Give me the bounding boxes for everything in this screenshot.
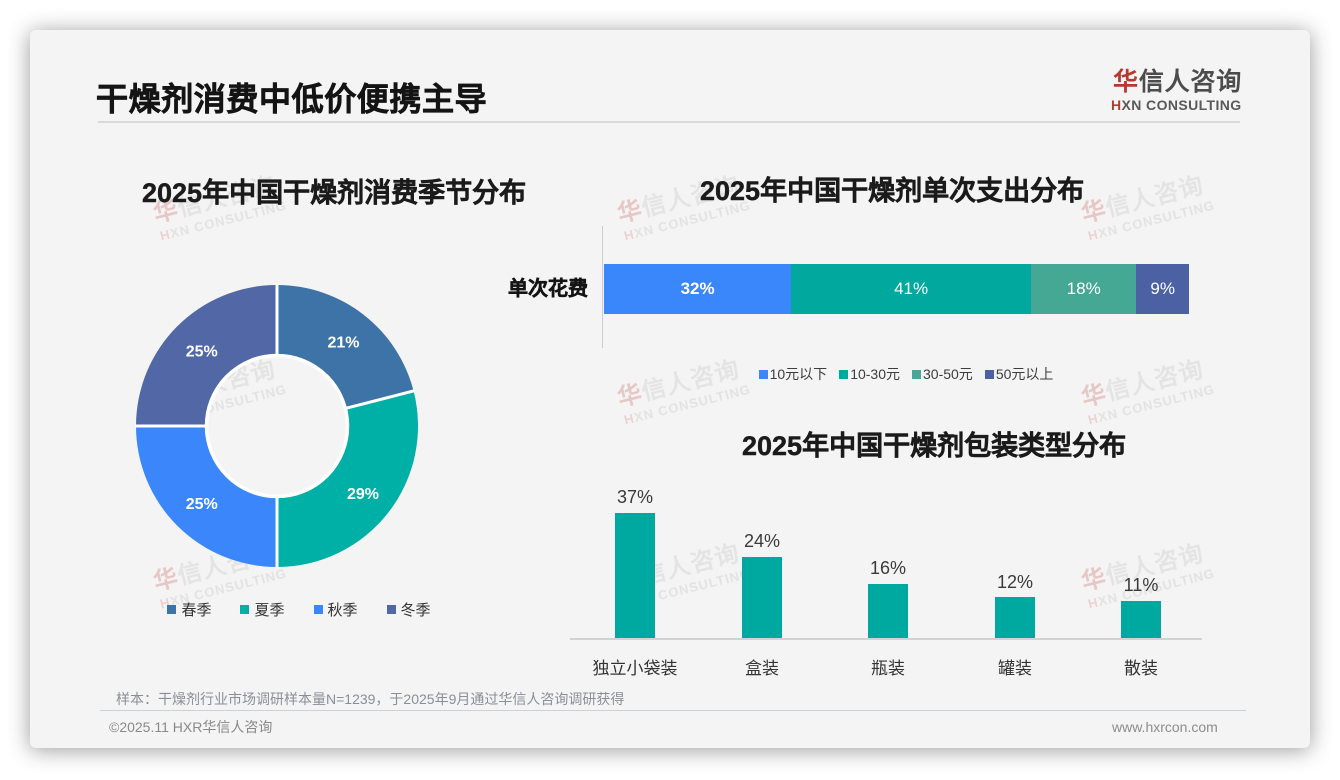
svg-text:29%: 29% — [347, 486, 379, 503]
svg-text:25%: 25% — [186, 496, 218, 513]
svg-text:25%: 25% — [186, 343, 218, 360]
svg-text:21%: 21% — [327, 334, 359, 351]
